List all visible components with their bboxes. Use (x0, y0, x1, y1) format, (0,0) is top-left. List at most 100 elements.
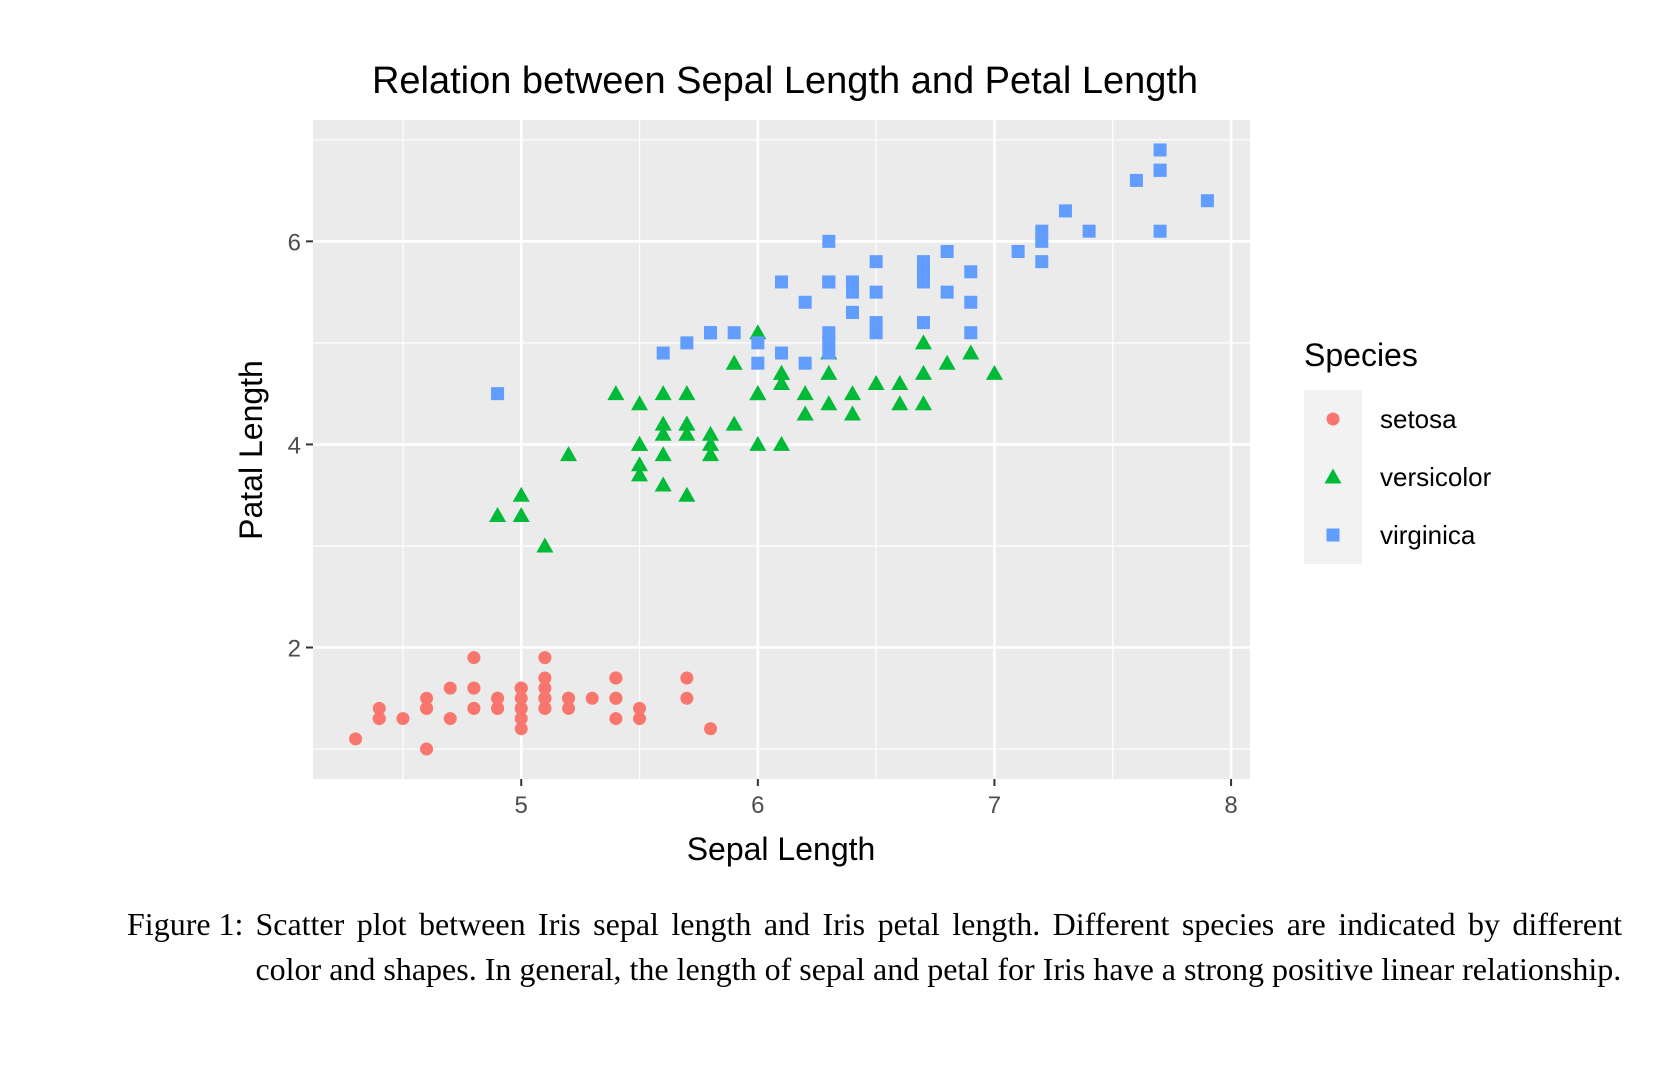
point-setosa (704, 722, 718, 736)
point-setosa (538, 701, 552, 715)
point-virginica (1153, 143, 1167, 157)
point-versicolor (962, 344, 980, 360)
point-setosa (443, 712, 457, 726)
point-versicolor (820, 364, 838, 380)
point-versicolor (891, 374, 909, 390)
y-tick-label: 6 (288, 229, 301, 256)
x-tick-label: 8 (1224, 792, 1237, 819)
point-versicolor (631, 456, 649, 472)
point-virginica (822, 336, 836, 350)
point-versicolor (749, 385, 767, 401)
point-versicolor (631, 466, 649, 482)
series-virginica (491, 143, 1214, 401)
point-virginica (1058, 204, 1072, 218)
point-virginica (916, 255, 930, 269)
point-setosa (562, 691, 576, 705)
point-versicolor (489, 507, 507, 523)
point-setosa (514, 712, 528, 726)
point-virginica (751, 356, 765, 370)
point-virginica (916, 316, 930, 330)
point-virginica (775, 275, 788, 289)
scatter-chart: Relation between Sepal Length and Petal … (233, 60, 1492, 867)
point-virginica (869, 255, 883, 269)
point-versicolor (985, 364, 1003, 380)
point-versicolor (796, 385, 814, 401)
point-versicolor (725, 415, 743, 431)
point-versicolor (654, 476, 672, 492)
point-setosa (609, 712, 623, 726)
point-virginica (1082, 224, 1096, 238)
point-versicolor (512, 507, 530, 523)
point-virginica (491, 387, 505, 401)
point-setosa (514, 681, 528, 695)
point-setosa (538, 681, 552, 695)
point-virginica (822, 234, 836, 248)
x-tick-label: 5 (515, 792, 528, 819)
point-setosa (420, 691, 434, 705)
point-virginica (940, 244, 954, 258)
point-virginica (964, 326, 978, 340)
point-virginica (845, 285, 859, 299)
point-setosa (538, 671, 552, 685)
point-versicolor (820, 395, 838, 411)
point-virginica (775, 346, 788, 360)
point-setosa (680, 691, 694, 705)
x-tick-label: 7 (988, 792, 1001, 819)
point-virginica (1035, 234, 1049, 248)
point-setosa (514, 701, 528, 715)
point-versicolor (702, 425, 720, 441)
point-setosa (420, 742, 434, 756)
figure-caption: Figure 1: Scatter plot between Iris sepa… (127, 902, 1622, 992)
point-setosa (372, 701, 386, 715)
point-versicolor (631, 395, 649, 411)
point-versicolor (654, 425, 672, 441)
point-setosa (491, 691, 505, 705)
point-virginica (1011, 244, 1025, 258)
point-versicolor (702, 435, 720, 451)
point-versicolor (773, 374, 790, 390)
point-setosa (420, 701, 434, 715)
point-versicolor (536, 537, 554, 553)
point-versicolor (607, 385, 625, 401)
point-setosa (585, 691, 599, 705)
point-setosa (514, 691, 528, 705)
point-setosa (538, 651, 552, 665)
point-virginica (845, 275, 859, 289)
point-virginica (845, 305, 859, 319)
point-versicolor (749, 435, 767, 451)
point-versicolor (749, 324, 767, 340)
point-versicolor (678, 415, 696, 431)
point-virginica (680, 336, 694, 350)
point-virginica (1035, 255, 1049, 269)
point-virginica (869, 316, 883, 330)
point-versicolor (654, 446, 672, 462)
series-setosa (349, 651, 718, 756)
point-virginica (916, 275, 930, 289)
point-virginica (964, 265, 978, 279)
point-setosa (467, 701, 481, 715)
y-axis-title: Patal Length (233, 360, 269, 540)
point-virginica (1129, 173, 1143, 187)
point-versicolor (843, 405, 861, 421)
point-setosa (372, 712, 386, 726)
point-virginica (940, 285, 954, 299)
data-points (349, 143, 1214, 756)
caption-label: Figure 1: (127, 906, 244, 942)
caption-text: Scatter plot between Iris sepal length a… (255, 906, 1622, 987)
point-versicolor (654, 385, 672, 401)
point-versicolor (938, 354, 956, 370)
legend-label-setosa: setosa (1380, 404, 1457, 434)
point-virginica (751, 336, 765, 350)
legend-label-virginica: virginica (1380, 520, 1476, 550)
point-versicolor (512, 486, 530, 502)
point-virginica (869, 285, 883, 299)
point-virginica (798, 295, 812, 309)
point-versicolor (678, 425, 696, 441)
point-versicolor (654, 415, 672, 431)
point-virginica (704, 326, 718, 340)
point-virginica (727, 326, 741, 340)
point-setosa (633, 712, 647, 726)
axes: 5 6 7 8 2 4 6 (288, 229, 1238, 819)
point-versicolor (773, 435, 790, 451)
y-tick-label: 4 (288, 432, 301, 459)
